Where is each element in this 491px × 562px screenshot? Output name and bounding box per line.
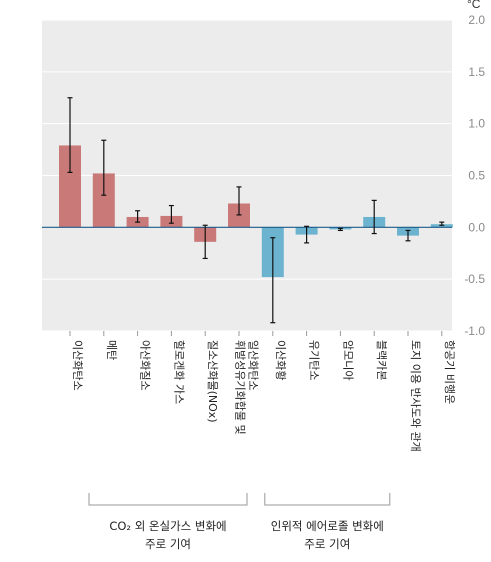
y-axis-ticks: 2.0 1.5 1.0 0.5 0.0 -0.5 -1.0	[464, 13, 485, 338]
category-label: 항공기 비행운	[443, 340, 456, 404]
y-tick-label: -0.5	[464, 272, 485, 286]
error-bars	[67, 97, 445, 324]
group-label: 인위적 에어로졸 변화에	[271, 519, 384, 533]
category-label: 휘발성유기화합물 및	[234, 340, 247, 435]
y-tick-label: 2.0	[468, 13, 485, 27]
y-tick-label: 1.5	[468, 65, 485, 79]
group-label: 주로 기여	[304, 537, 350, 551]
category-label: 토지 이용 반사도와 관개	[409, 340, 422, 452]
category-label: 이산화탄소	[71, 340, 84, 391]
category-label: 암모니아	[341, 340, 354, 380]
category-label: 메탄	[105, 340, 118, 360]
group-bracket	[264, 493, 391, 506]
category-label: 질소산화물(NOx)	[206, 340, 219, 423]
bar	[59, 145, 81, 228]
unit-label: °C	[467, 0, 481, 11]
group-label: 주로 기여	[145, 537, 191, 551]
category-label: 블랙카본	[375, 340, 388, 380]
category-label: 아산화질소	[139, 340, 152, 391]
y-tick-label: -1.0	[464, 324, 485, 338]
y-tick-label: 0.0	[468, 220, 485, 234]
x-axis-ticks	[69, 331, 443, 336]
category-label: 할로겐화 가스	[172, 340, 185, 404]
y-tick-label: 1.0	[468, 117, 485, 131]
group-label: CO₂ 외 온실가스 변화에	[109, 519, 226, 533]
category-label: 이산화황	[274, 340, 287, 380]
y-tick-label: 0.5	[468, 169, 485, 183]
bar	[92, 173, 115, 228]
category-label: 유기탄소	[308, 340, 321, 380]
group-bracket	[88, 493, 248, 506]
category-label: 일산화탄소	[247, 340, 261, 391]
